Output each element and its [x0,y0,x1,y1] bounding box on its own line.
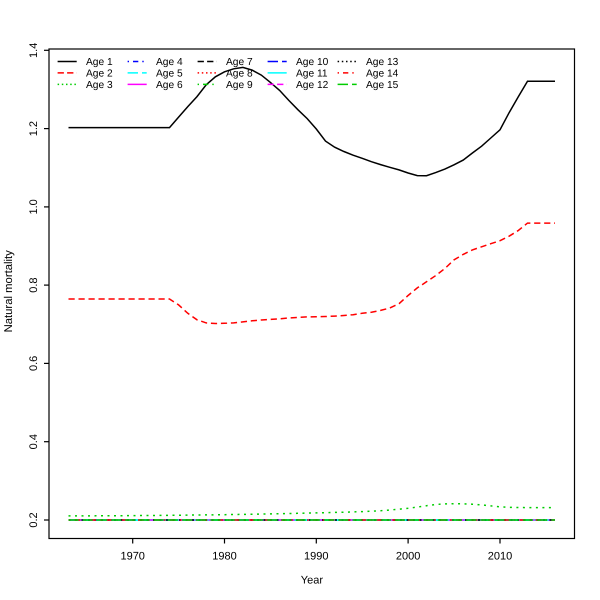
svg-text:1.2: 1.2 [28,121,40,136]
svg-text:Age 9: Age 9 [226,80,253,91]
svg-text:Natural mortality: Natural mortality [3,250,15,333]
svg-text:1980: 1980 [212,550,236,562]
svg-text:Age 8: Age 8 [226,68,253,79]
svg-text:Age 6: Age 6 [156,80,183,91]
svg-text:2000: 2000 [396,550,420,562]
svg-text:1.0: 1.0 [28,199,40,214]
svg-text:0.4: 0.4 [28,434,40,449]
svg-text:1970: 1970 [120,550,144,562]
svg-text:0.8: 0.8 [28,277,40,292]
svg-text:Age 11: Age 11 [296,68,328,79]
svg-text:Age 14: Age 14 [366,68,399,79]
svg-text:Age 5: Age 5 [156,68,183,79]
svg-text:Age 3: Age 3 [86,80,113,91]
svg-text:Age 4: Age 4 [156,57,183,68]
svg-text:0.2: 0.2 [28,512,40,527]
svg-text:Age 2: Age 2 [86,68,113,79]
svg-text:Age 1: Age 1 [86,57,113,68]
svg-text:Age 13: Age 13 [366,57,399,68]
svg-text:Age 7: Age 7 [226,57,253,68]
svg-text:Year: Year [301,575,324,587]
svg-text:1990: 1990 [304,550,328,562]
svg-text:Age 10: Age 10 [296,57,329,68]
svg-text:0.6: 0.6 [28,356,40,371]
svg-text:Age 12: Age 12 [296,80,329,91]
svg-text:2010: 2010 [488,550,512,562]
svg-text:Age 15: Age 15 [366,80,399,91]
svg-text:1.4: 1.4 [28,43,40,58]
